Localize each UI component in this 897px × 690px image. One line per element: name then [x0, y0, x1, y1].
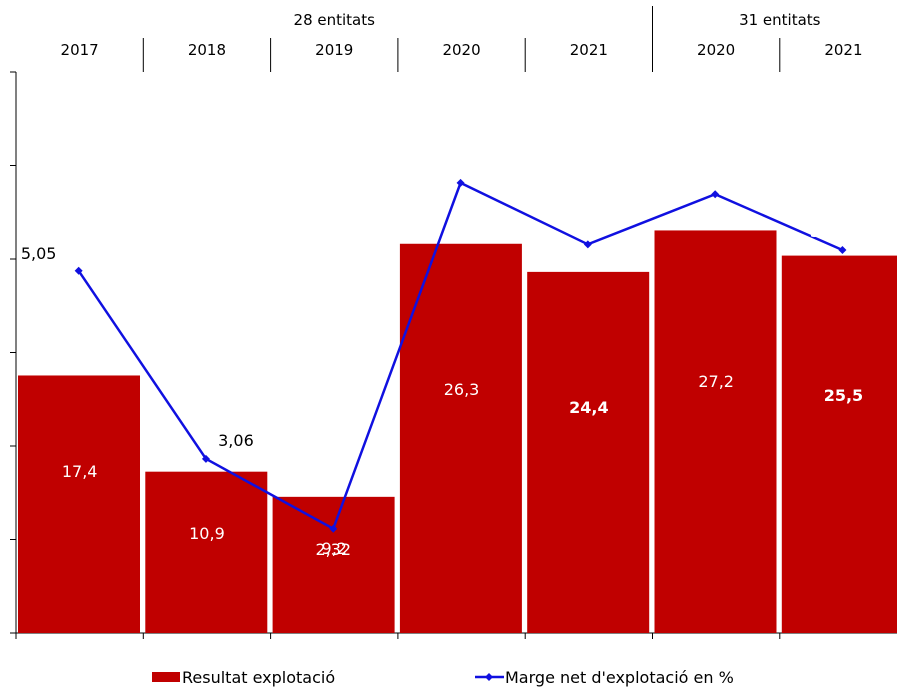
line-point: [329, 524, 338, 533]
bar-value-label: 24,4: [569, 398, 608, 417]
bar-value-label: 25,5: [824, 386, 863, 405]
line-point: [711, 190, 720, 199]
bar-series: [18, 230, 897, 633]
line-value-label: 2,32: [315, 540, 351, 559]
line-point: [583, 240, 592, 249]
bar: [272, 496, 395, 633]
bar-value-label: 9,2: [322, 539, 347, 558]
line-point: [201, 454, 210, 463]
data-labels: 17,4 10,9 9,2 26,3 24,4 27,2 25,5 5,05 3,06 2,32 5…: [21, 155, 863, 559]
bar-value-label: 17,4: [62, 462, 98, 481]
line-value-label: 5,27: [810, 222, 849, 241]
line-series: [74, 178, 847, 533]
legend-swatch-marker: [485, 673, 493, 681]
line-value-label: 5,86: [685, 166, 721, 185]
bar: [18, 375, 140, 633]
category-label: 2021: [824, 41, 862, 59]
bar-value-label: 10,9: [189, 524, 225, 543]
category-label: 2021: [570, 41, 608, 59]
line-point: [456, 178, 465, 187]
category-label: 2019: [315, 41, 353, 59]
bar: [781, 255, 897, 633]
line-point: [838, 245, 847, 254]
chart-header: 28 entitats 31 entitats 2017 2018 2019 2020 20…: [61, 6, 863, 72]
bar: [654, 230, 777, 633]
category-label: 2018: [188, 41, 226, 59]
line-point: [74, 266, 83, 275]
line-value-label: 5,98: [433, 155, 469, 174]
legend-swatch-bars: [152, 672, 180, 682]
line-value-label: 5,05: [21, 244, 57, 263]
category-label: 2020: [697, 41, 735, 59]
bar: [145, 471, 268, 633]
bar-value-label: 27,2: [698, 372, 734, 391]
legend-label-line: Marge net d'explotació en %: [505, 668, 734, 687]
line-value-label: 3,06: [218, 431, 254, 450]
bar-value-label: 26,3: [444, 380, 480, 399]
line-value-label: 5,33: [565, 216, 604, 235]
category-label: 2020: [442, 41, 480, 59]
bar: [527, 271, 650, 633]
category-label: 2017: [61, 41, 99, 59]
group-header-label: 31 entitats: [739, 11, 821, 29]
bar: [399, 243, 522, 633]
legend-label-bars: Resultat explotació: [182, 668, 335, 687]
legend: Resultat explotació Marge net d'explotaci…: [152, 668, 734, 687]
group-header-label: 28 entitats: [294, 11, 376, 29]
